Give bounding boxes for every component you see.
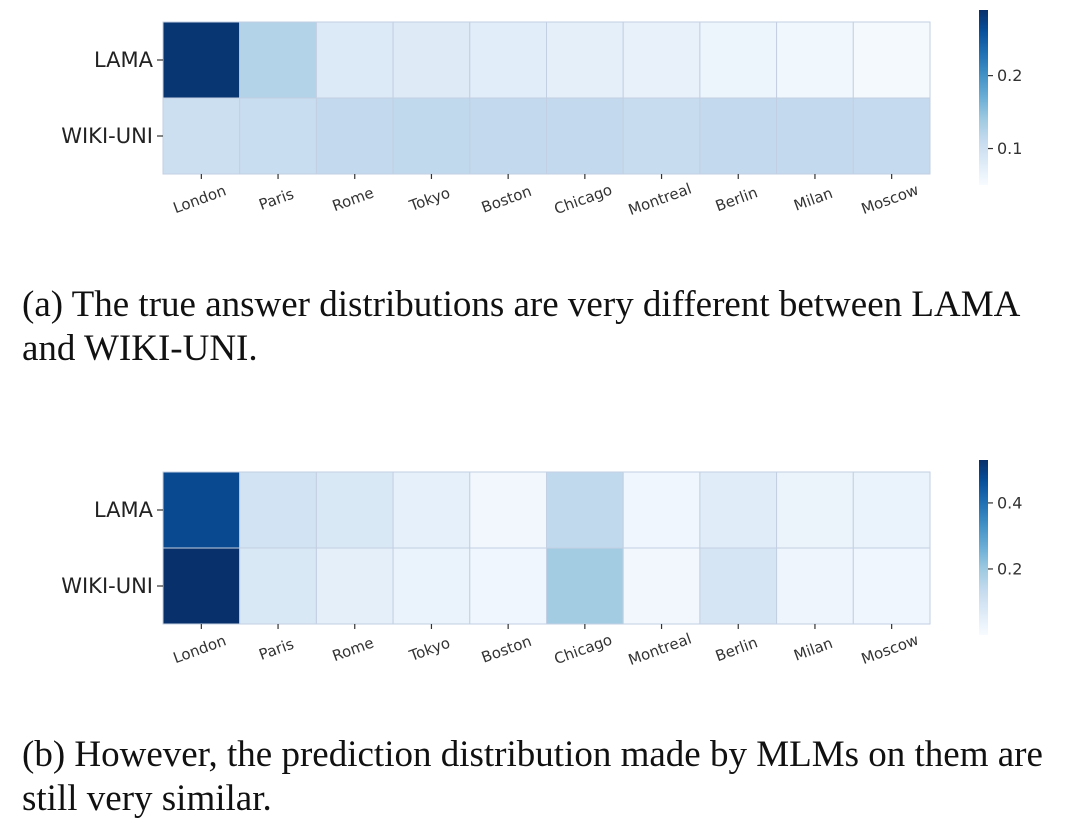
heatmap-cell-lama-berlin — [699, 471, 778, 549]
heatmap-cell-lama-tokyo — [392, 21, 471, 99]
heatmap-cell-lama-moscow — [852, 21, 931, 99]
heatmap-cell-lama-paris — [239, 21, 317, 99]
heatmap-cell-wiki-uni-chicago — [546, 547, 624, 625]
caption-b: (b) However, the prediction distribution… — [22, 734, 1043, 820]
heatmap-panel-b: LAMA WIKI-UNI London Paris Rome Tokyo Boston C… — [61, 460, 1022, 669]
colorbar-tick-label: 0.2 — [997, 559, 1022, 578]
heatmap-cell-wiki-uni-milan — [776, 547, 854, 625]
row-label-lama: LAMA — [94, 498, 154, 522]
row-label-lama: LAMA — [94, 48, 154, 72]
heatmap-cell-lama-milan — [776, 21, 854, 99]
column-label-london: London — [171, 181, 229, 217]
heatmap-cell-lama-chicago — [546, 471, 624, 549]
heatmap-cell-wiki-uni-chicago — [546, 97, 624, 175]
column-label-boston: Boston — [479, 632, 534, 667]
column-label-montreal: Montreal — [626, 180, 694, 219]
heatmap-cell-wiki-uni-berlin — [699, 97, 778, 175]
column-label-rome: Rome — [330, 634, 376, 666]
column-label-boston: Boston — [479, 182, 534, 217]
column-labels: London Paris Rome Tokyo Boston Chicago Montrea… — [171, 174, 921, 219]
column-label-tokyo: Tokyo — [406, 184, 453, 216]
column-label-moscow: Moscow — [859, 631, 921, 668]
colorbar: 0.1 0.2 — [979, 10, 1022, 185]
heatmap-cell-wiki-uni-paris — [239, 547, 317, 625]
colorbar-tick-label: 0.4 — [997, 493, 1022, 512]
heatmap-cell-lama-montreal — [622, 21, 701, 99]
column-labels: London Paris Rome Tokyo Boston Chicago Montrea… — [171, 624, 921, 669]
colorbar-gradient — [979, 460, 988, 635]
caption-b-container: (b) However, the prediction distribution… — [22, 734, 1043, 820]
row-labels: LAMA WIKI-UNI — [61, 498, 163, 598]
heatmap-cell-wiki-uni-boston — [469, 547, 547, 625]
column-label-paris: Paris — [256, 185, 296, 214]
heatmap-cell-lama-rome — [315, 471, 394, 549]
heatmap-cell-lama-tokyo — [392, 471, 471, 549]
heatmap-cell-lama-moscow — [852, 471, 931, 549]
heatmap-cell-lama-berlin — [699, 21, 778, 99]
colorbar-tick-label: 0.1 — [997, 139, 1022, 158]
heatmap-cell-wiki-uni-tokyo — [392, 97, 471, 175]
heatmap-cell-lama-montreal — [622, 471, 701, 549]
heatmap-cell-lama-london — [162, 21, 241, 99]
column-label-chicago: Chicago — [552, 631, 615, 669]
heatmap-cells — [162, 471, 931, 625]
heatmap-cell-lama-boston — [469, 21, 547, 99]
heatmap-cell-lama-london — [162, 471, 241, 549]
heatmap-cell-lama-boston — [469, 471, 547, 549]
heatmap-cell-wiki-uni-moscow — [852, 547, 931, 625]
heatmap-cell-lama-chicago — [546, 21, 624, 99]
colorbar-gradient — [979, 10, 988, 185]
heatmap-cell-wiki-uni-berlin — [699, 547, 778, 625]
heatmap-cell-wiki-uni-boston — [469, 97, 547, 175]
row-label-wiki-uni: WIKI-UNI — [61, 574, 153, 598]
colorbar: 0.2 0.4 — [979, 460, 1022, 635]
heatmap-cells — [162, 21, 931, 175]
column-label-rome: Rome — [330, 184, 376, 216]
heatmap-cell-wiki-uni-rome — [315, 547, 394, 625]
heatmap-cell-lama-paris — [239, 471, 317, 549]
column-label-london: London — [171, 631, 229, 667]
heatmap-cell-lama-rome — [315, 21, 394, 99]
colorbar-tick-label: 0.2 — [997, 66, 1022, 85]
row-labels: LAMA WIKI-UNI — [61, 48, 163, 148]
heatmap-cell-wiki-uni-london — [162, 547, 241, 625]
column-label-berlin: Berlin — [713, 633, 760, 665]
heatmap-cell-wiki-uni-montreal — [622, 547, 701, 625]
column-label-tokyo: Tokyo — [406, 634, 453, 666]
caption-a: (a) The true answer distributions are ve… — [22, 284, 1019, 370]
heatmap-cell-wiki-uni-montreal — [622, 97, 701, 175]
column-label-paris: Paris — [256, 635, 296, 664]
heatmap-cell-wiki-uni-london — [162, 97, 241, 175]
caption-a-container: (a) The true answer distributions are ve… — [22, 284, 1019, 370]
heatmap-panel-a: LAMA WIKI-UNI London Paris Rome Tokyo Boston C… — [61, 10, 1022, 219]
column-label-chicago: Chicago — [552, 181, 615, 219]
row-label-wiki-uni: WIKI-UNI — [61, 124, 153, 148]
column-label-milan: Milan — [791, 184, 835, 215]
column-label-milan: Milan — [791, 634, 835, 665]
heatmap-cell-lama-milan — [776, 471, 854, 549]
column-label-moscow: Moscow — [859, 181, 921, 218]
column-label-berlin: Berlin — [713, 183, 760, 215]
heatmap-cell-wiki-uni-milan — [776, 97, 854, 175]
column-label-montreal: Montreal — [626, 630, 694, 669]
heatmap-cell-wiki-uni-rome — [315, 97, 394, 175]
heatmap-cell-wiki-uni-moscow — [852, 97, 931, 175]
heatmap-cell-wiki-uni-tokyo — [392, 547, 471, 625]
heatmap-cell-wiki-uni-paris — [239, 97, 317, 175]
